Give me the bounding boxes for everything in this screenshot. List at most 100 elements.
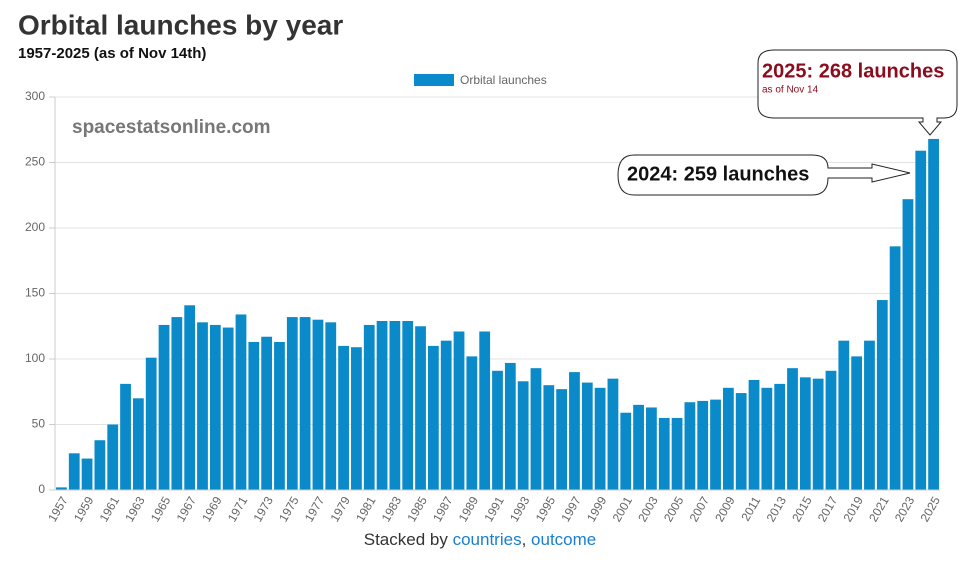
bar: [825, 370, 837, 490]
bar: [889, 246, 901, 490]
bar: [222, 327, 234, 490]
x-tick-label: 2003: [635, 494, 661, 524]
footer: Stacked by countries, outcome: [364, 530, 597, 549]
bar: [876, 300, 888, 490]
bar: [838, 340, 850, 490]
bar: [158, 324, 170, 490]
bar: [479, 331, 491, 490]
bar: [504, 362, 516, 490]
bar: [633, 404, 644, 490]
x-tick-label: 1963: [122, 494, 148, 524]
chart-subtitle: 1957-2025 (as of Nov 14th): [18, 45, 206, 62]
bar: [94, 440, 106, 490]
legend-swatch: [414, 74, 454, 86]
x-tick-label: 2001: [610, 494, 636, 524]
x-tick-label: 1995: [533, 494, 559, 524]
bar: [325, 322, 337, 490]
x-tick-label: 1979: [327, 494, 353, 524]
bar: [697, 400, 709, 490]
bar: [864, 340, 875, 490]
x-tick-label: 2011: [738, 494, 763, 524]
x-tick-label: 2005: [661, 494, 687, 524]
bar: [569, 372, 580, 490]
bar: [274, 341, 285, 490]
bar: [671, 417, 683, 490]
bar: [902, 199, 914, 490]
callout-2024: [617, 154, 911, 196]
x-tick-label: 1993: [507, 494, 533, 524]
bar: [402, 321, 414, 490]
x-tick-label: 1999: [584, 494, 610, 524]
bar: [761, 387, 773, 490]
bar: [851, 356, 863, 490]
bar: [286, 317, 298, 490]
bar: [735, 393, 747, 490]
footer-link[interactable]: countries: [453, 530, 522, 549]
bar: [722, 387, 734, 490]
bar: [492, 370, 503, 490]
x-tick-label: 1983: [379, 494, 405, 524]
bar: [530, 368, 542, 490]
bar: [915, 150, 927, 490]
footer-prefix: Stacked by: [364, 530, 449, 549]
bar: [543, 385, 555, 490]
y-tick-label: 0: [38, 482, 45, 496]
bar: [209, 324, 221, 490]
x-tick-label: 2015: [789, 494, 815, 524]
callout-text: 2024: 259 launches: [627, 163, 809, 185]
bar: [710, 399, 721, 490]
bar: [594, 387, 606, 490]
bar: [351, 347, 362, 490]
bar: [299, 317, 311, 490]
bar: [389, 321, 401, 490]
y-tick-label: 200: [25, 220, 45, 234]
x-tick-label: 1965: [148, 494, 174, 524]
bar: [132, 398, 144, 490]
bar: [646, 407, 657, 490]
x-tick-label: 1997: [558, 494, 584, 524]
x-tick-label: 1961: [97, 494, 123, 524]
x-tick-label: 1959: [71, 494, 97, 524]
bar: [787, 368, 798, 490]
legend-label: Orbital launches: [460, 73, 547, 87]
x-tick-label: 1957: [45, 494, 71, 524]
y-tick-label: 150: [25, 286, 45, 300]
y-tick-label: 300: [25, 89, 45, 103]
bar: [799, 377, 811, 490]
bar: [312, 319, 324, 490]
bar: [440, 340, 452, 490]
x-tick-label: 1967: [174, 494, 200, 524]
bar: [427, 345, 439, 490]
callout-note: as of Nov 14: [762, 85, 819, 96]
x-tick-label: 2021: [866, 494, 892, 524]
bar: [556, 389, 568, 490]
y-tick-label: 50: [32, 417, 46, 431]
bar: [466, 356, 478, 490]
x-tick-label: 2013: [764, 494, 790, 524]
bar: [812, 378, 824, 490]
bar: [658, 417, 670, 490]
chart-title: Orbital launches by year: [18, 9, 343, 40]
bar: [184, 305, 196, 490]
x-tick-label: 2025: [917, 494, 943, 524]
bar: [748, 379, 760, 490]
bar: [684, 402, 696, 490]
bar: [56, 487, 67, 490]
bar: [774, 383, 786, 490]
bar: [620, 412, 632, 490]
x-tick-label: 2017: [815, 494, 841, 524]
bar: [68, 453, 80, 490]
bar: [235, 314, 247, 490]
x-tick-label: 2007: [687, 494, 713, 524]
x-tick-label: 1969: [199, 494, 225, 524]
bar: [197, 322, 208, 490]
footer-link[interactable]: outcome: [531, 530, 596, 549]
bar: [261, 336, 273, 490]
x-tick-label: 2009: [712, 494, 738, 524]
x-tick-label: 1981: [353, 494, 379, 524]
bar: [338, 345, 349, 490]
bar: [171, 317, 183, 490]
bar: [81, 458, 93, 490]
